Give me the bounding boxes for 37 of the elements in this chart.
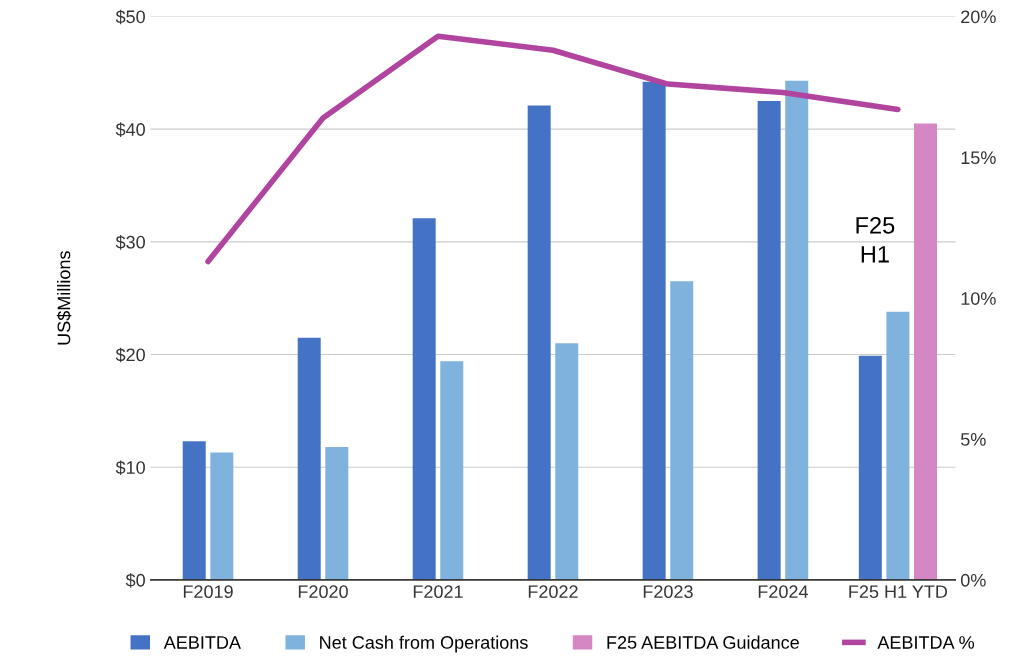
y2-tick-label: 20%	[961, 10, 996, 24]
y-tick-label: $40	[115, 122, 145, 137]
y-tick-label: $20	[115, 347, 145, 363]
legend-label: AEBITDA	[163, 636, 241, 649]
y2-tick-label: 5%	[960, 433, 986, 446]
bar	[297, 337, 321, 580]
y-tick-label: $10	[115, 460, 145, 476]
x-tick-label: F2020	[298, 585, 348, 599]
bar	[914, 123, 937, 580]
y2-tick-label: 15%	[961, 151, 996, 165]
bar	[325, 446, 349, 580]
x-tick-label: F2023	[643, 585, 693, 599]
x-tick-label: F2022	[528, 585, 578, 599]
y2-tick-label: 0%	[960, 573, 986, 587]
legend-label: F25 AEBITDA Guidance	[607, 635, 799, 649]
bar	[555, 343, 579, 580]
bar	[440, 361, 464, 580]
bar	[785, 80, 809, 580]
y-tick-label: $30	[115, 235, 145, 250]
bar	[642, 81, 666, 580]
y2-tick-label: 10%	[961, 292, 996, 305]
bar	[670, 281, 694, 580]
bar	[412, 218, 436, 580]
bar	[527, 105, 551, 580]
bar	[210, 452, 234, 580]
x-tick-label: F2024	[758, 585, 808, 599]
bar	[757, 100, 781, 580]
x-tick-label: F2019	[183, 585, 233, 599]
legend-label: AEBITDA %	[877, 636, 975, 649]
legend-label: Net Cash from Operations	[320, 635, 528, 653]
x-tick-label: F25 H1 YTD	[849, 585, 948, 599]
x-tick-label: F2021	[413, 585, 463, 599]
y-tick-label: $50	[115, 9, 145, 25]
y-axis-title: US$Millions	[56, 251, 72, 345]
y-tick-label: $0	[125, 573, 145, 588]
bar	[182, 441, 206, 580]
annotation: F25 H1	[856, 217, 895, 263]
